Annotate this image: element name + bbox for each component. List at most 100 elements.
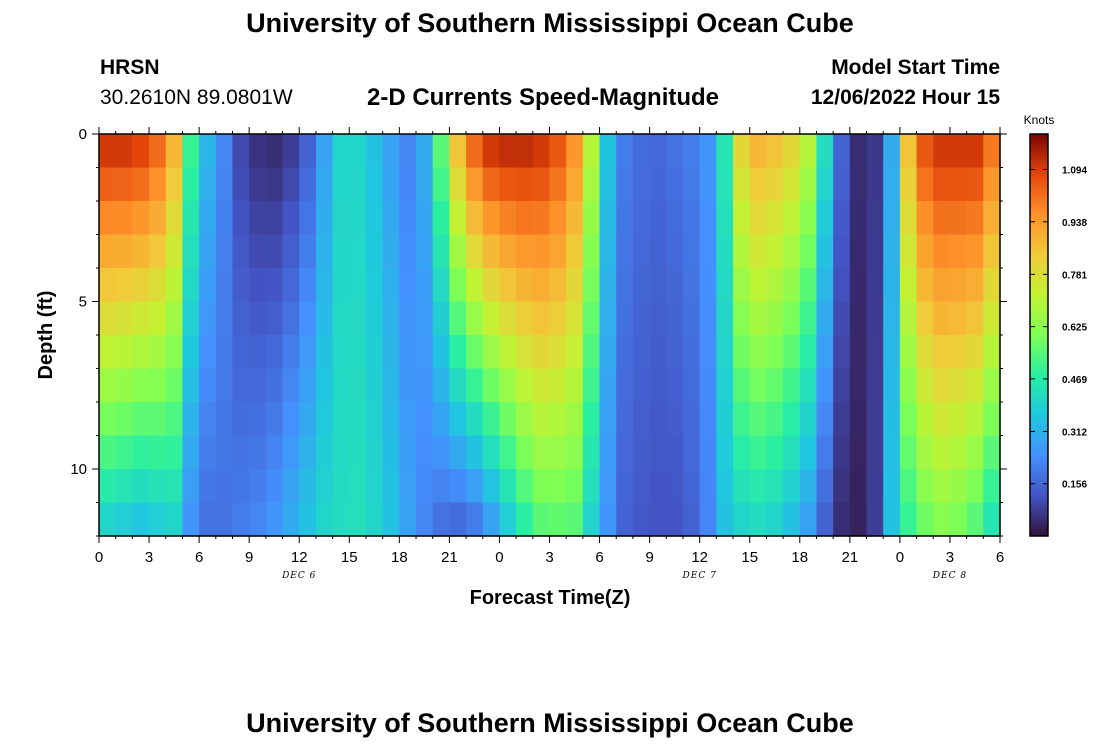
heatmap-cell <box>816 435 834 470</box>
heatmap-cell <box>232 435 250 470</box>
heatmap-cell <box>833 435 851 470</box>
heatmap-cell <box>132 201 150 236</box>
heatmap-cell <box>949 167 968 202</box>
heatmap-cell <box>632 469 651 504</box>
heatmap-cell <box>165 301 184 336</box>
heatmap-cell <box>249 335 267 370</box>
heatmap-cell <box>816 335 834 370</box>
heatmap-cell <box>666 402 684 437</box>
heatmap-cell <box>499 402 517 437</box>
y-tick-label: 5 <box>79 294 87 311</box>
heatmap-cell <box>833 402 851 437</box>
heatmap-cell <box>182 502 200 537</box>
heatmap-cell <box>899 268 918 303</box>
heatmap-cell <box>132 469 150 504</box>
heatmap-cell <box>115 301 133 336</box>
heatmap-cell <box>849 469 868 504</box>
heatmap-cell <box>499 134 517 169</box>
x-tick-label: 18 <box>791 549 808 566</box>
heatmap-cell <box>466 134 484 169</box>
heatmap-cell <box>332 301 350 336</box>
heatmap-cell <box>215 268 234 303</box>
heatmap-cell <box>616 201 634 236</box>
heatmap-cell <box>566 402 584 437</box>
heatmap-cell <box>783 167 801 202</box>
heatmap-cell <box>449 301 467 336</box>
heatmap-cell <box>933 167 951 202</box>
heatmap-cell <box>115 167 133 202</box>
heatmap-cell <box>783 335 801 370</box>
heatmap-cell <box>232 502 250 537</box>
heatmap-cell <box>983 301 1001 336</box>
heatmap-cell <box>949 335 968 370</box>
heatmap-cell <box>382 234 400 269</box>
heatmap-cell <box>199 335 217 370</box>
footer-title: University of Southern Mississippi Ocean… <box>246 708 854 738</box>
heatmap-cell <box>265 134 284 169</box>
heatmap-cell <box>983 469 1001 504</box>
heatmap-cell <box>816 234 834 269</box>
heatmap-cell <box>816 368 834 403</box>
y-axis-title: Depth (ft) <box>35 291 57 380</box>
heatmap-cell <box>182 435 200 470</box>
heatmap-cell <box>632 134 651 169</box>
heatmap-cell <box>666 268 684 303</box>
heatmap-cell <box>215 134 234 169</box>
heatmap-cell <box>149 502 167 537</box>
heatmap-cell <box>432 201 450 236</box>
heatmap-cell <box>532 301 551 336</box>
heatmap-cell <box>833 469 851 504</box>
heatmap-cell <box>816 469 834 504</box>
heatmap-cell <box>215 234 234 269</box>
heatmap-cell <box>549 167 567 202</box>
heatmap-cell <box>99 167 117 202</box>
heatmap-cell <box>315 268 334 303</box>
heatmap-cell <box>282 167 300 202</box>
heatmap-cell <box>532 335 551 370</box>
heatmap-cell <box>616 368 634 403</box>
heatmap-cell <box>949 234 968 269</box>
heatmap-cell <box>682 268 701 303</box>
heatmap-cell <box>749 502 768 537</box>
heatmap-cell <box>416 335 434 370</box>
heatmap-cell <box>966 234 984 269</box>
heatmap-cell <box>349 435 367 470</box>
heatmap-cell <box>299 234 317 269</box>
heatmap-cell <box>616 167 634 202</box>
heatmap-cell <box>149 368 167 403</box>
heatmap-cell <box>382 301 400 336</box>
heatmap-cell <box>749 167 768 202</box>
heatmap-cell <box>966 301 984 336</box>
heatmap-cell <box>749 435 768 470</box>
x-tick-label: 3 <box>946 549 954 566</box>
heatmap-cell <box>682 368 701 403</box>
heatmap-cell <box>165 167 184 202</box>
heatmap-cell <box>365 301 384 336</box>
heatmap-cell <box>132 402 150 437</box>
heatmap-cell <box>616 268 634 303</box>
heatmap-cell <box>132 234 150 269</box>
heatmap-cell <box>265 335 284 370</box>
heatmap-cell <box>466 335 484 370</box>
heatmap-cell <box>532 502 551 537</box>
heatmap-cell <box>599 335 617 370</box>
heatmap-cell <box>566 134 584 169</box>
heatmap-cell <box>833 134 851 169</box>
heatmap-cell <box>966 469 984 504</box>
heatmap-cell <box>649 502 667 537</box>
heatmap-cell <box>416 435 434 470</box>
heatmap-cell <box>733 301 751 336</box>
heatmap-cell <box>632 402 651 437</box>
heatmap-cell <box>766 268 784 303</box>
heatmap-cell <box>132 268 150 303</box>
heatmap-cell <box>632 201 651 236</box>
heatmap-cell <box>499 368 517 403</box>
heatmap-cell <box>766 201 784 236</box>
heatmap-cell <box>165 469 184 504</box>
heatmap-cell <box>799 502 818 537</box>
heatmap-cell <box>466 268 484 303</box>
heatmap-cell <box>766 301 784 336</box>
heatmap-cell <box>416 134 434 169</box>
heatmap-cell <box>699 201 717 236</box>
